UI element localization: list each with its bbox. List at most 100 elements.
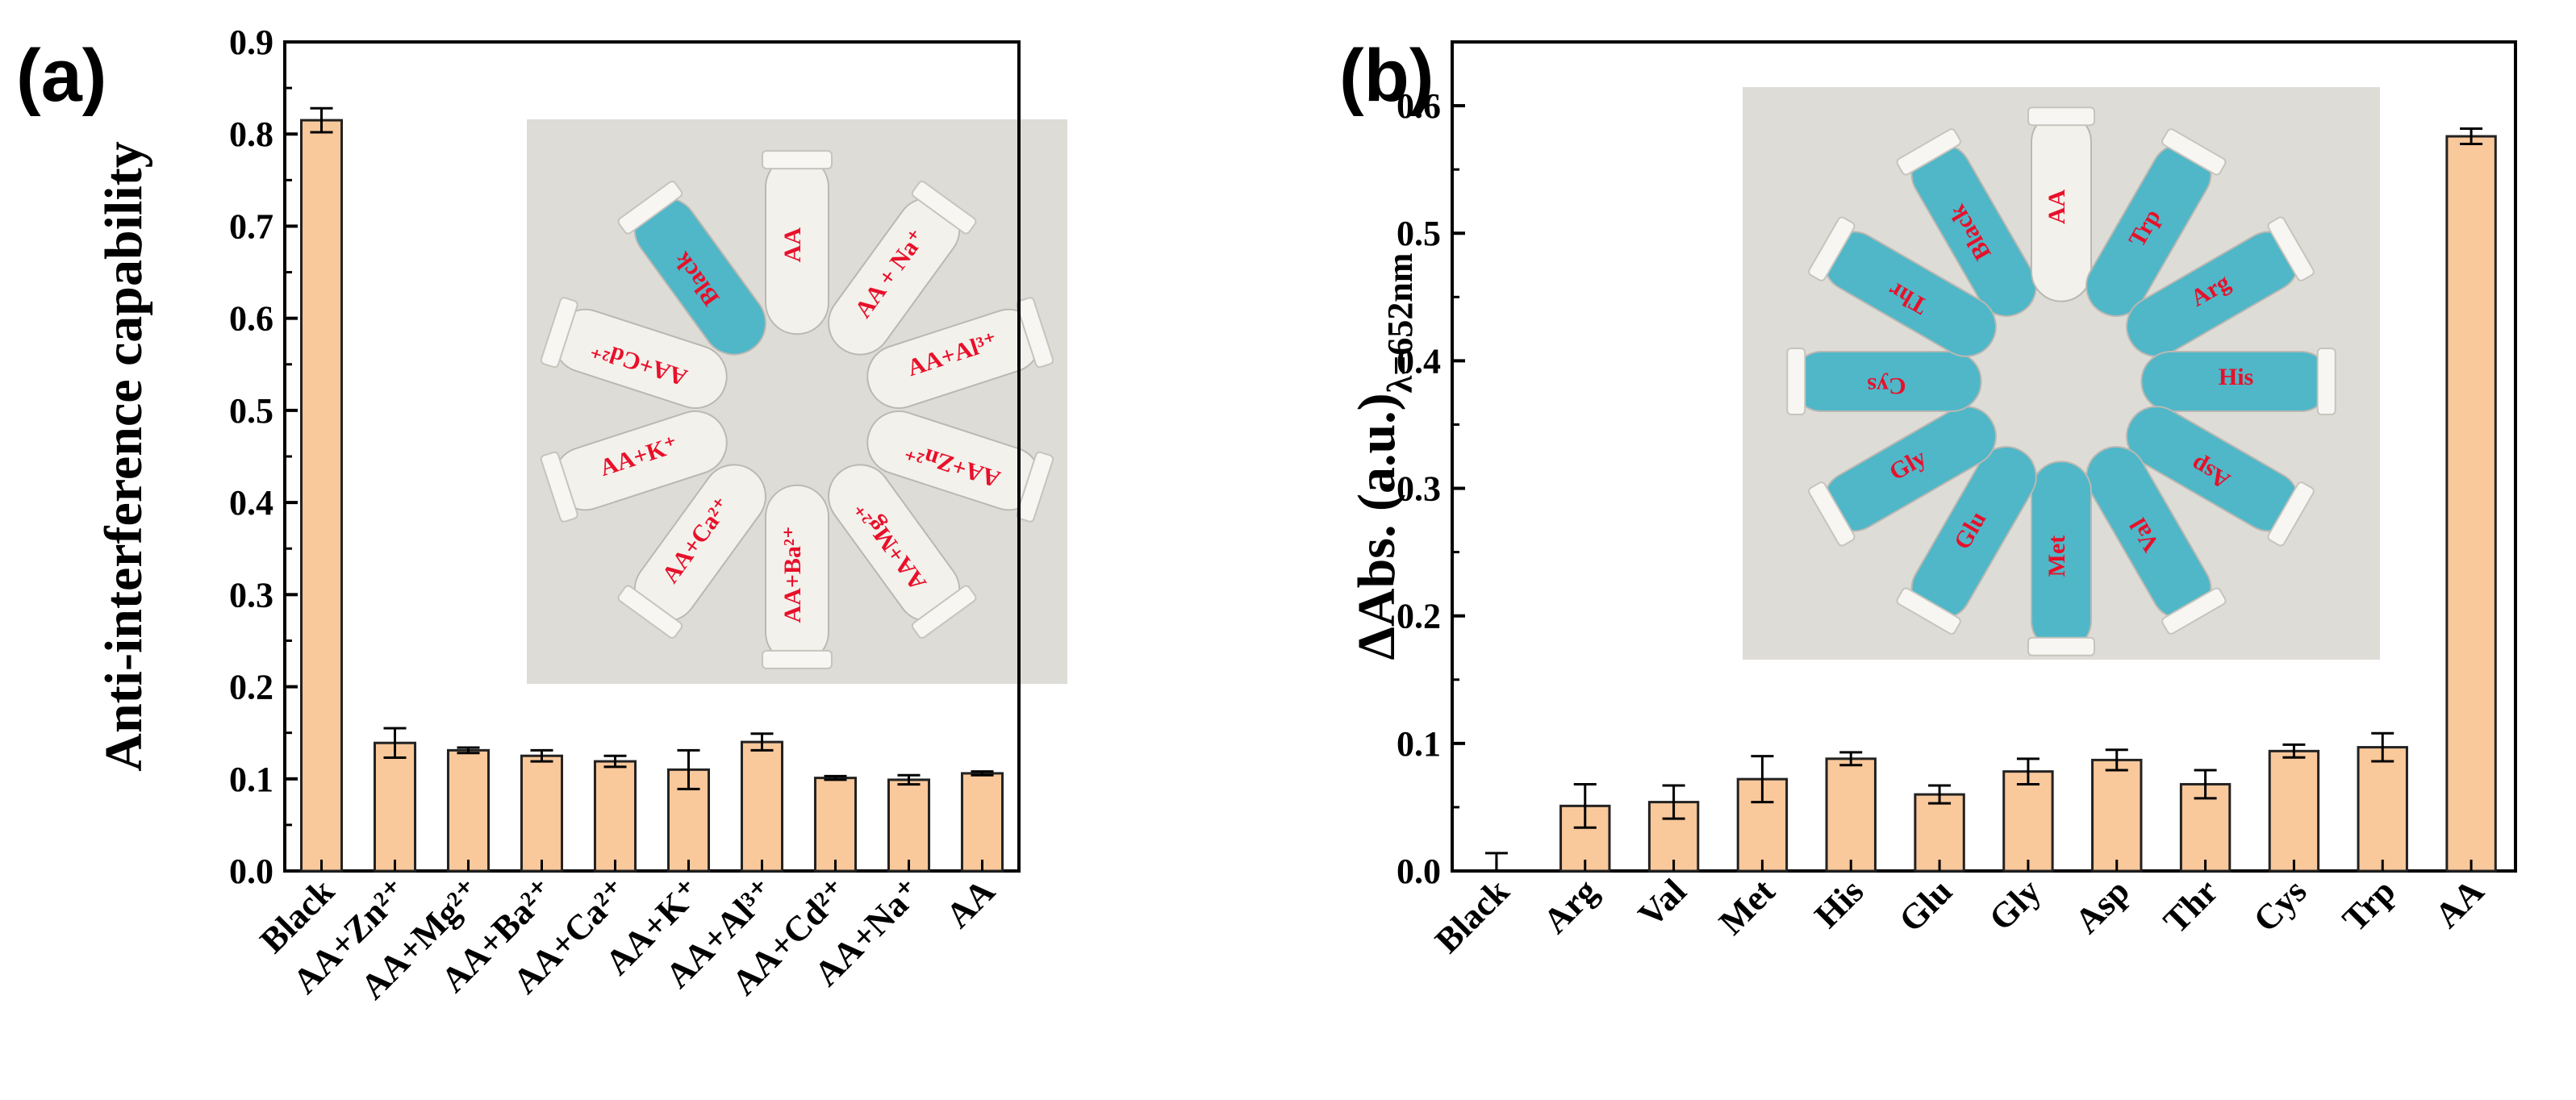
category-label: Asp xyxy=(2067,871,2137,941)
tube-cap xyxy=(1896,128,1961,176)
tube-cap xyxy=(2027,636,2095,656)
tube-cap xyxy=(617,585,683,639)
tube-cap xyxy=(1016,297,1054,369)
tube: Thr xyxy=(1808,216,1997,357)
y-tick-label: 0.0 xyxy=(229,852,273,891)
tube: Asp xyxy=(2126,406,2315,547)
tube-cap xyxy=(1808,216,1856,281)
bar-10 xyxy=(2357,746,2408,873)
bar-4 xyxy=(593,760,637,873)
category-label: Thr xyxy=(2156,871,2226,941)
y-tick-label: 0.4 xyxy=(1397,341,1441,381)
tube-label: AA+Ba²⁺ xyxy=(779,526,806,623)
tube-cap xyxy=(1786,348,1806,415)
category-label: Arg xyxy=(1535,871,1605,940)
tube: Arg xyxy=(2126,216,2315,357)
y-axis-title-subscript: λ=652nm xyxy=(1380,253,1420,394)
y-tick-label: 0.2 xyxy=(1397,597,1441,636)
bar-3 xyxy=(520,754,564,873)
tube-cap xyxy=(1016,451,1054,523)
y-tick-label: 0.0 xyxy=(1397,852,1441,891)
tube-label: Met xyxy=(2044,535,2070,577)
category-label: Gly xyxy=(1981,871,2048,938)
bar-5 xyxy=(1914,793,1965,873)
tube-cap xyxy=(2267,481,2315,547)
y-tick-label: 0.1 xyxy=(1397,724,1441,764)
tube: Glu xyxy=(1896,446,2037,635)
tube-cap xyxy=(911,585,977,639)
tube-cap xyxy=(762,649,833,669)
tube: Met xyxy=(2027,460,2095,656)
bar-4 xyxy=(1825,757,1877,873)
y-tick-label: 0.5 xyxy=(1397,214,1441,253)
tube: Cys xyxy=(1786,348,1982,415)
category-label: Cys xyxy=(2246,871,2315,940)
tube: AA+Al³⁺ xyxy=(866,297,1054,409)
tube: Trp xyxy=(2085,128,2227,317)
tube: Black xyxy=(1896,128,2037,317)
y-axis-title-text: Anti-interference capability xyxy=(94,141,153,771)
bar-11 xyxy=(2445,135,2497,873)
y-tick-label: 0.9 xyxy=(229,23,273,62)
tube-cap xyxy=(2267,216,2315,281)
tube-label: Cys xyxy=(1867,373,1906,399)
tube: AA+Ba²⁺ xyxy=(762,484,833,669)
category-label: Val xyxy=(1630,871,1693,934)
bar-9 xyxy=(2268,749,2320,873)
tube: Black xyxy=(617,181,766,356)
panel-label: (a) xyxy=(16,35,106,117)
tube-cap xyxy=(617,181,683,235)
y-tick-label: 0.3 xyxy=(1397,469,1441,509)
category-label: Trp xyxy=(2335,871,2403,939)
bar-0 xyxy=(299,119,344,873)
plot-frame xyxy=(1451,40,2517,873)
tube-cap xyxy=(2027,106,2095,127)
category-label: AA xyxy=(2428,871,2492,935)
y-tick-label: 0.5 xyxy=(229,391,273,431)
y-tick-label: 0.4 xyxy=(229,483,273,523)
y-tick-label: 0.8 xyxy=(229,115,273,154)
tube-cap xyxy=(1808,481,1856,547)
bar-6 xyxy=(740,740,784,873)
y-axis-title-text: ΔAbs. (a.u.) xyxy=(1347,393,1406,660)
tube: AA xyxy=(762,150,833,335)
y-tick-label: 0.2 xyxy=(229,668,273,707)
tube: Val xyxy=(2085,446,2227,635)
bar-8 xyxy=(887,778,931,873)
bar-9 xyxy=(960,772,1004,873)
tube-cap xyxy=(1896,587,1961,635)
y-tick-label: 0.7 xyxy=(229,206,273,246)
bar-6 xyxy=(2002,770,2054,873)
tube: AA xyxy=(2027,106,2095,302)
y-tick-label: 0.1 xyxy=(229,760,273,799)
bar-7 xyxy=(813,777,858,873)
y-tick-label: 0.6 xyxy=(1397,86,1441,126)
y-axis-title: ΔAbs. (a.u.)λ=652nm xyxy=(1347,253,1420,660)
tube-cap xyxy=(540,451,578,523)
bar-1 xyxy=(373,741,417,873)
tube: Gly xyxy=(1808,406,1997,547)
tube-cap xyxy=(911,181,977,235)
category-label: AA xyxy=(938,871,1003,935)
y-tick-label: 0.6 xyxy=(229,299,273,339)
category-label: Glu xyxy=(1891,871,1960,940)
tube-label: AA xyxy=(2044,189,2070,224)
tube: His xyxy=(2140,348,2336,415)
tube-label: His xyxy=(2219,364,2253,390)
category-label: His xyxy=(1807,871,1872,935)
panel-label: (b) xyxy=(1339,35,1434,117)
tube-cap xyxy=(2316,348,2336,415)
tube: AA+K⁺ xyxy=(540,410,728,523)
bar-2 xyxy=(446,748,491,873)
tube-cap xyxy=(762,150,833,170)
panel-b: (b)Black AA TrpArgHisAspValMetGluGlyCysThr… xyxy=(1339,35,2517,960)
bar-7 xyxy=(2091,758,2143,873)
tube-cap xyxy=(2161,128,2227,176)
tube-cap xyxy=(2161,587,2227,635)
y-tick-label: 0.3 xyxy=(229,575,273,615)
tube-label: AA xyxy=(779,227,806,263)
